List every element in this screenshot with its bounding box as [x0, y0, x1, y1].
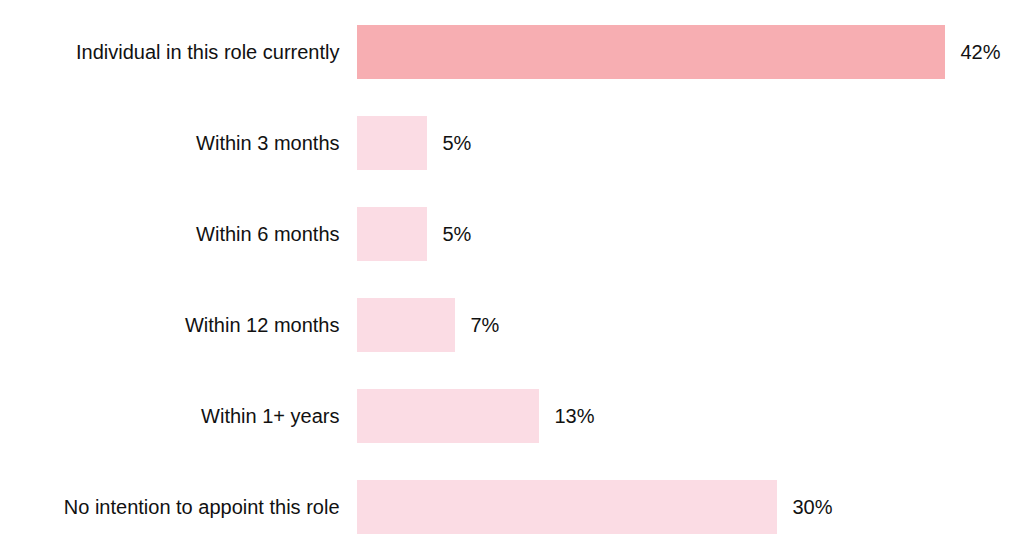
svg-text:Within 1+ years: Within 1+ years	[201, 405, 339, 427]
svg-text:Within 6 months: Within 6 months	[196, 223, 339, 245]
svg-text:Within 12 months: Within 12 months	[185, 314, 340, 336]
svg-text:No intention to appoint this r: No intention to appoint this role	[64, 496, 340, 518]
svg-text:42%: 42%	[961, 41, 1001, 63]
svg-text:Within 3 months: Within 3 months	[196, 132, 339, 154]
svg-text:13%: 13%	[555, 405, 595, 427]
svg-text:Individual in this role curren: Individual in this role currently	[76, 41, 339, 63]
svg-text:7%: 7%	[471, 314, 500, 336]
svg-text:30%: 30%	[793, 496, 833, 518]
svg-text:5%: 5%	[443, 223, 472, 245]
svg-text:5%: 5%	[443, 132, 472, 154]
